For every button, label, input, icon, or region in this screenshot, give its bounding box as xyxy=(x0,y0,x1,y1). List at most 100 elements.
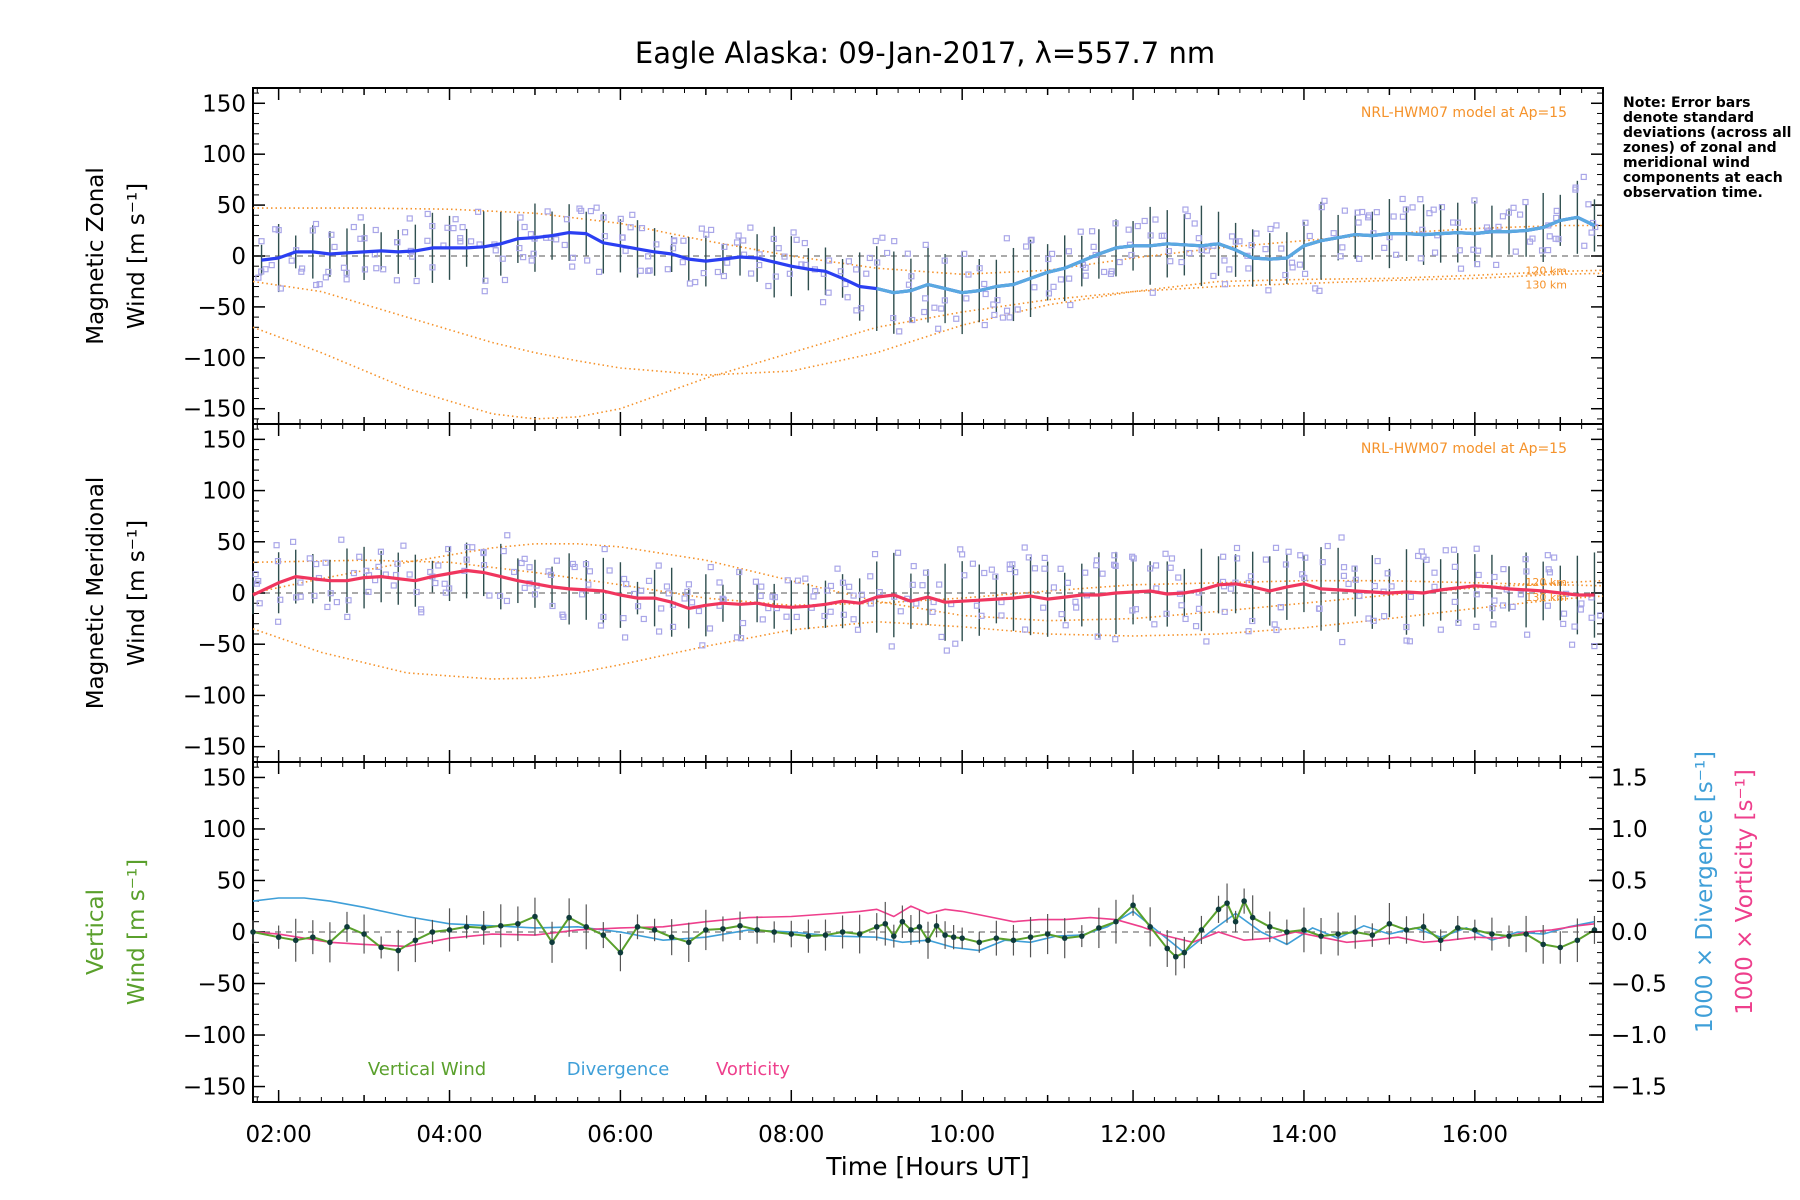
y-tick-label: 0 xyxy=(231,581,246,607)
zone-wind-marker xyxy=(373,265,380,272)
zone-wind-marker xyxy=(1147,232,1154,239)
vorticity-line xyxy=(252,905,1595,948)
zone-wind-marker xyxy=(1337,253,1344,260)
y-tick-label: −150 xyxy=(183,397,246,423)
zone-wind-marker xyxy=(463,556,470,563)
vertical-wind-point xyxy=(856,931,863,937)
zone-wind-marker xyxy=(312,220,320,228)
zone-wind-marker xyxy=(322,274,329,281)
zone-wind-marker xyxy=(1552,235,1559,242)
vertical-wind-point xyxy=(515,920,521,927)
zone-wind-marker xyxy=(1316,605,1323,612)
zone-wind-marker xyxy=(1399,195,1406,203)
zone-wind-marker xyxy=(273,542,280,549)
y-axis-label-line2: Wind [m s⁻¹] xyxy=(124,183,150,329)
zone-wind-marker xyxy=(601,233,608,240)
zone-wind-marker xyxy=(837,268,844,275)
zone-wind-marker xyxy=(486,592,493,599)
zone-wind-marker xyxy=(634,603,642,610)
x-tick-label: 04:00 xyxy=(416,1122,482,1148)
zone-wind-marker xyxy=(686,280,694,287)
zone-wind-marker xyxy=(919,582,926,589)
zone-wind-marker xyxy=(1236,238,1243,245)
zone-wind-marker xyxy=(1302,219,1309,226)
zone-wind-marker xyxy=(938,305,945,312)
zone-wind-marker xyxy=(929,608,936,615)
zone-wind-marker xyxy=(576,205,583,212)
zone-wind-marker xyxy=(1510,204,1517,211)
zone-wind-marker xyxy=(380,266,387,273)
zone-wind-marker xyxy=(501,276,509,284)
zone-wind-marker xyxy=(1352,576,1359,583)
zone-wind-marker xyxy=(1454,219,1461,226)
vertical-wind-point xyxy=(737,923,743,929)
zone-wind-marker xyxy=(905,281,913,288)
vertical-wind-point xyxy=(1352,929,1359,935)
vertical-wind-point xyxy=(1215,906,1222,913)
zone-wind-marker xyxy=(1442,547,1449,554)
zone-wind-marker xyxy=(771,594,778,601)
zone-wind-marker xyxy=(1437,626,1444,633)
zone-wind-marker xyxy=(361,266,369,273)
y-tick-label: −100 xyxy=(183,1023,246,1049)
zone-wind-marker xyxy=(1099,570,1106,577)
zone-wind-marker xyxy=(517,214,524,221)
zone-wind-marker xyxy=(783,613,790,620)
zone-wind-marker xyxy=(350,569,358,577)
zone-wind-marker xyxy=(1220,553,1227,560)
vertical-wind-point xyxy=(993,935,1000,941)
zone-wind-marker xyxy=(435,562,442,569)
vertical-wind-point xyxy=(617,949,624,956)
vertical-wind-point xyxy=(1386,920,1393,927)
vertical-wind-point xyxy=(1096,925,1102,931)
zone-wind-marker xyxy=(733,634,741,641)
zone-wind-marker xyxy=(1475,571,1482,579)
zone-wind-marker xyxy=(941,257,948,264)
zone-wind-marker xyxy=(646,267,653,274)
vertical-wind-point xyxy=(942,932,948,938)
zone-wind-marker xyxy=(747,270,755,277)
zone-wind-marker xyxy=(1406,638,1413,645)
zone-wind-marker xyxy=(1585,201,1592,208)
zone-wind-marker xyxy=(1597,612,1604,619)
zone-wind-marker xyxy=(1403,623,1410,631)
zone-wind-marker xyxy=(1318,204,1325,211)
vertical-wind-point xyxy=(959,935,965,941)
zone-wind-marker xyxy=(1079,261,1087,269)
zone-wind-marker xyxy=(1067,301,1074,309)
zone-wind-marker xyxy=(688,599,696,606)
zone-wind-marker xyxy=(1233,544,1241,552)
zone-wind-marker xyxy=(621,634,629,641)
zone-wind-marker xyxy=(758,583,765,590)
zone-wind-marker xyxy=(961,572,968,579)
zone-wind-marker xyxy=(1021,544,1028,551)
zone-wind-marker xyxy=(1509,603,1516,610)
zone-wind-marker xyxy=(790,229,797,236)
vertical-wind-point xyxy=(703,927,709,933)
zone-wind-marker xyxy=(459,224,466,231)
zone-wind-marker xyxy=(801,239,808,247)
zone-wind-marker xyxy=(1581,242,1588,249)
zone-wind-marker xyxy=(922,569,930,576)
zone-wind-marker xyxy=(1245,265,1252,272)
zone-wind-marker xyxy=(1356,592,1363,600)
zone-wind-marker xyxy=(1544,552,1551,559)
zone-wind-marker xyxy=(1381,244,1388,251)
zone-wind-marker xyxy=(356,553,363,560)
zone-wind-marker xyxy=(1390,213,1397,220)
zone-wind-marker xyxy=(961,250,968,257)
zone-wind-marker xyxy=(1381,613,1388,620)
zone-wind-marker xyxy=(297,593,304,600)
zone-wind-marker xyxy=(445,545,452,553)
legend-entry: Divergence xyxy=(567,1059,670,1080)
zone-wind-marker xyxy=(442,589,449,596)
zone-wind-marker xyxy=(1430,206,1437,213)
zone-wind-marker xyxy=(1568,641,1576,648)
zone-wind-marker xyxy=(569,560,577,568)
zone-wind-marker xyxy=(1491,573,1498,581)
y-tick-label: 50 xyxy=(217,193,246,219)
zone-wind-marker xyxy=(1474,261,1481,268)
zone-wind-marker xyxy=(1186,249,1193,257)
y-tick-label: 50 xyxy=(217,868,246,894)
zone-wind-marker xyxy=(1297,552,1304,559)
